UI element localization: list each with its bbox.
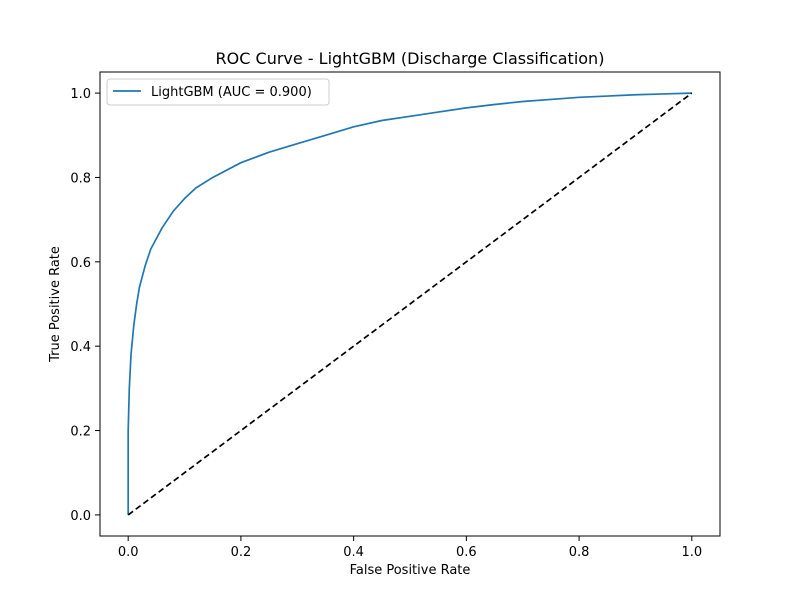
roc-curve-line bbox=[127, 92, 692, 515]
plot-frame bbox=[99, 71, 721, 537]
legend-box bbox=[106, 78, 330, 106]
x-tick-label: 0.8 bbox=[569, 545, 590, 560]
y-axis-label: True Positive Rate bbox=[48, 246, 63, 363]
y-tick-label: 0.0 bbox=[70, 509, 91, 524]
y-tick-label: 0.2 bbox=[70, 425, 91, 440]
x-tick-label: 0.6 bbox=[456, 545, 477, 560]
y-tick-label: 1.0 bbox=[70, 87, 91, 102]
legend: LightGBM (AUC = 0.900) bbox=[106, 78, 330, 106]
x-tick-label: 1.0 bbox=[681, 545, 702, 560]
x-axis-label: False Positive Rate bbox=[350, 563, 471, 578]
x-tick-label: 0.0 bbox=[118, 545, 139, 560]
chart-title: ROC Curve - LightGBM (Discharge Classifi… bbox=[216, 49, 605, 68]
x-tick-label: 0.2 bbox=[231, 545, 252, 560]
y-tick-label: 0.8 bbox=[70, 171, 91, 186]
diagonal-reference-line bbox=[127, 92, 693, 516]
legend-label: LightGBM (AUC = 0.900) bbox=[151, 85, 312, 100]
series-layer bbox=[127, 92, 693, 516]
y-tick-label: 0.4 bbox=[70, 340, 91, 355]
x-tick-label: 0.4 bbox=[343, 545, 364, 560]
axis-ticks: 0.0 0.2 0.4 0.6 0.8 1.0 0.0 0.2 0.4 0.6 0.8 1.0 bbox=[70, 87, 702, 560]
y-tick-label: 0.6 bbox=[70, 256, 91, 271]
